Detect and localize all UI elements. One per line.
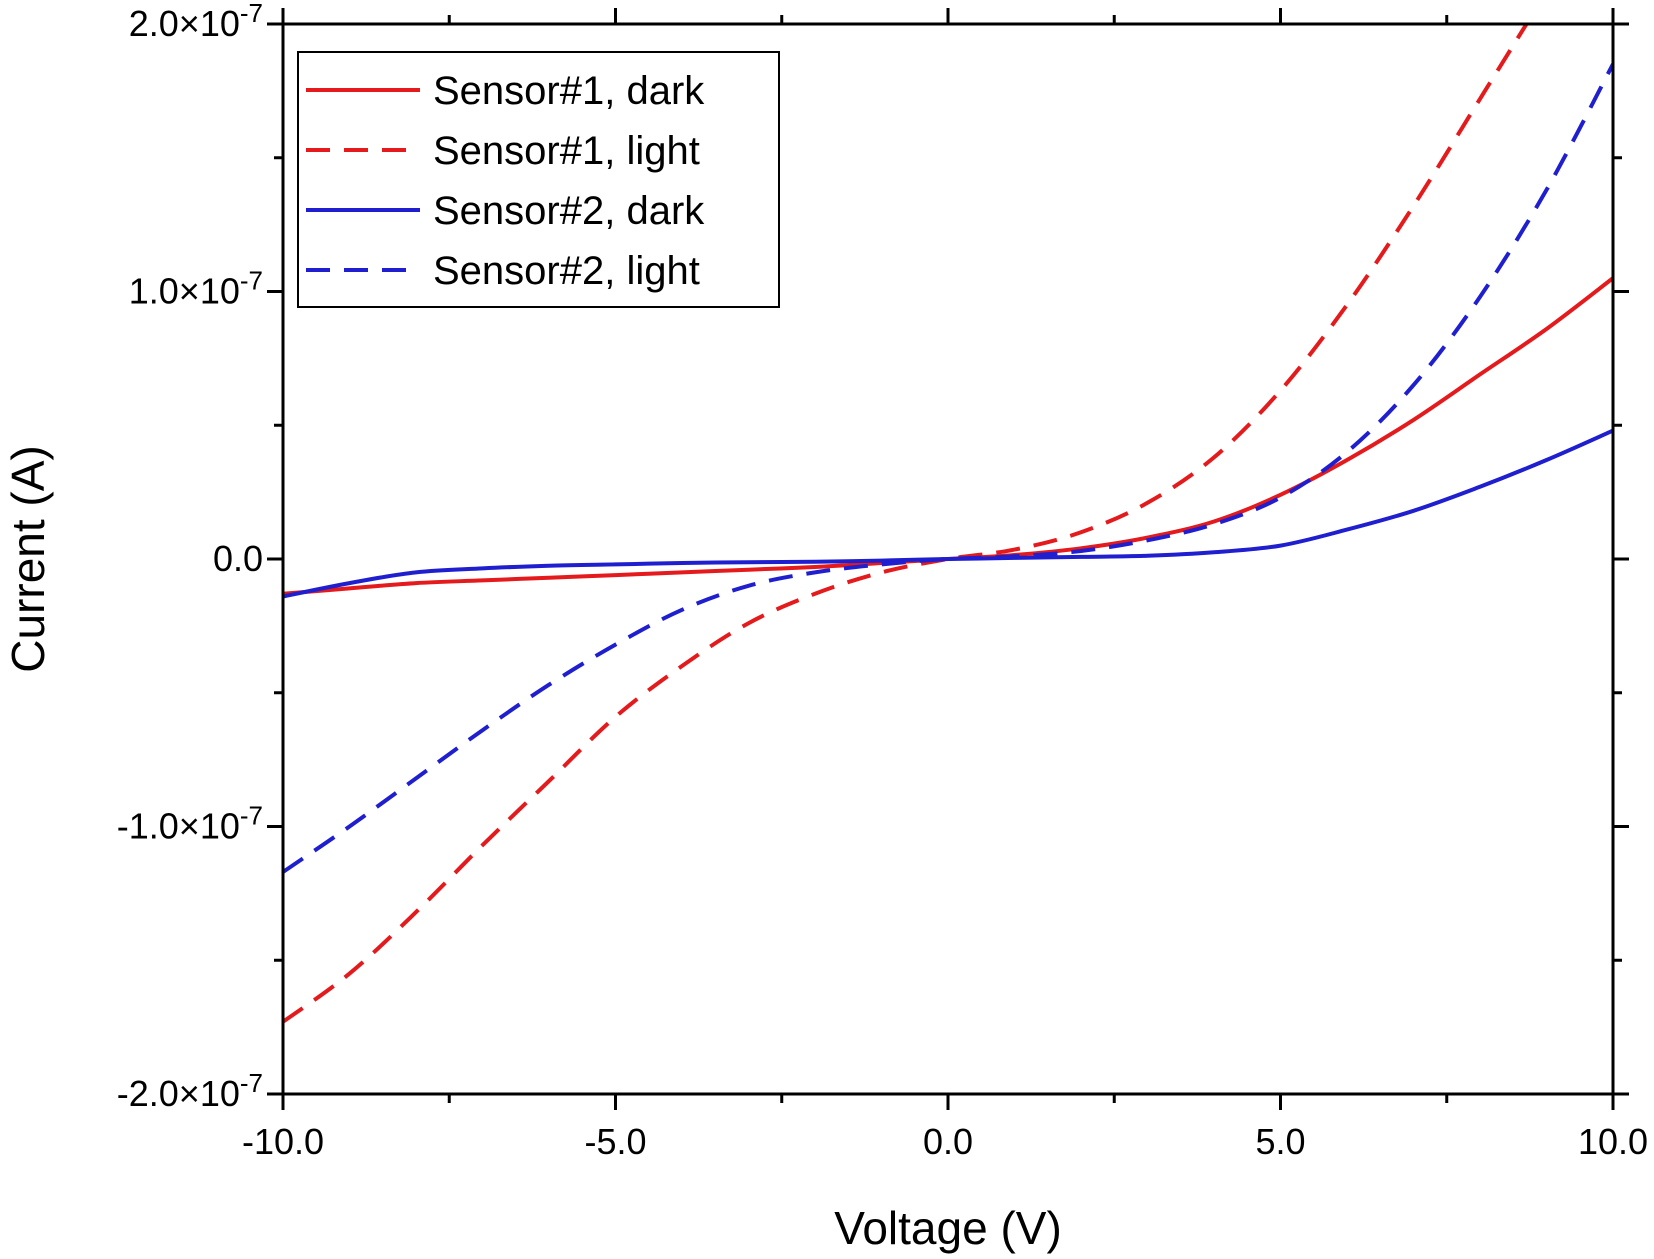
x-tick-label: 0.0 [923, 1121, 973, 1162]
series-line-1 [283, 276, 1613, 596]
y-tick-label: 1.0×10-7 [129, 266, 263, 312]
tick-label-layer: -10.0 -5.0 0.0 5.0 10.0 -2.0×10-7 -1.0×10-7 0.0… [117, 0, 1648, 1162]
legend-label-4: Sensor#2, light [433, 249, 700, 293]
series-layer [283, 24, 1613, 1024]
legend-label-3: Sensor#2, dark [433, 189, 705, 233]
y-tick-label: 2.0×10-7 [129, 0, 263, 44]
series-line-4 [283, 63, 1613, 874]
legend-label-1: Sensor#1, dark [433, 69, 705, 113]
x-tick-label: 5.0 [1255, 1121, 1305, 1162]
y-tick-label: 0.0 [213, 538, 263, 579]
y-axis-title: Current (A) [2, 445, 54, 672]
tick-layer [267, 8, 1629, 1110]
x-tick-label: -5.0 [584, 1121, 646, 1162]
x-tick-label: -10.0 [242, 1121, 324, 1162]
x-tick-label: 10.0 [1578, 1121, 1648, 1162]
legend: Sensor#1, dark Sensor#1, light Sensor#2, d… [297, 51, 780, 308]
legend-box [297, 51, 780, 308]
series-line-3 [283, 428, 1613, 599]
y-tick-label: -1.0×10-7 [117, 801, 263, 847]
series-line-2 [283, 24, 1529, 1024]
legend-label-2: Sensor#1, light [433, 129, 700, 173]
y-tick-label: -2.0×10-7 [117, 1068, 263, 1114]
x-axis-title: Voltage (V) [834, 1202, 1062, 1254]
